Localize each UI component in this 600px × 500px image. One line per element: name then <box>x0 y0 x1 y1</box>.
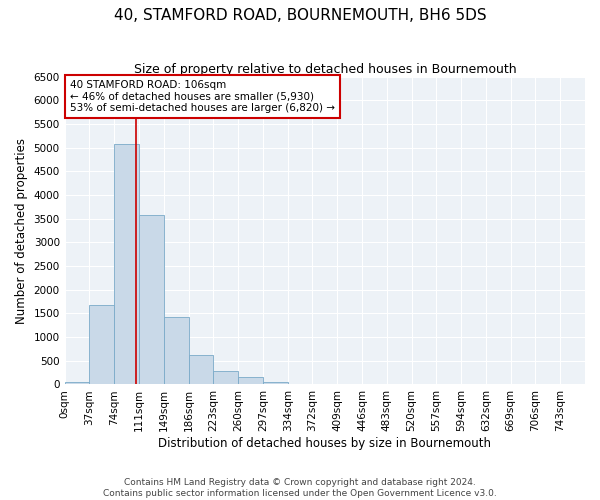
Text: 40 STAMFORD ROAD: 106sqm
← 46% of detached houses are smaller (5,930)
53% of sem: 40 STAMFORD ROAD: 106sqm ← 46% of detach… <box>70 80 335 113</box>
Bar <box>238 378 263 384</box>
Text: 40, STAMFORD ROAD, BOURNEMOUTH, BH6 5DS: 40, STAMFORD ROAD, BOURNEMOUTH, BH6 5DS <box>113 8 487 22</box>
X-axis label: Distribution of detached houses by size in Bournemouth: Distribution of detached houses by size … <box>158 437 491 450</box>
Bar <box>164 317 188 384</box>
Bar <box>89 305 114 384</box>
Bar <box>139 215 164 384</box>
Title: Size of property relative to detached houses in Bournemouth: Size of property relative to detached ho… <box>134 62 516 76</box>
Bar <box>188 355 214 384</box>
Y-axis label: Number of detached properties: Number of detached properties <box>15 138 28 324</box>
Text: Contains HM Land Registry data © Crown copyright and database right 2024.
Contai: Contains HM Land Registry data © Crown c… <box>103 478 497 498</box>
Bar <box>214 370 238 384</box>
Bar <box>114 144 139 384</box>
Bar <box>65 382 89 384</box>
Bar <box>263 382 287 384</box>
